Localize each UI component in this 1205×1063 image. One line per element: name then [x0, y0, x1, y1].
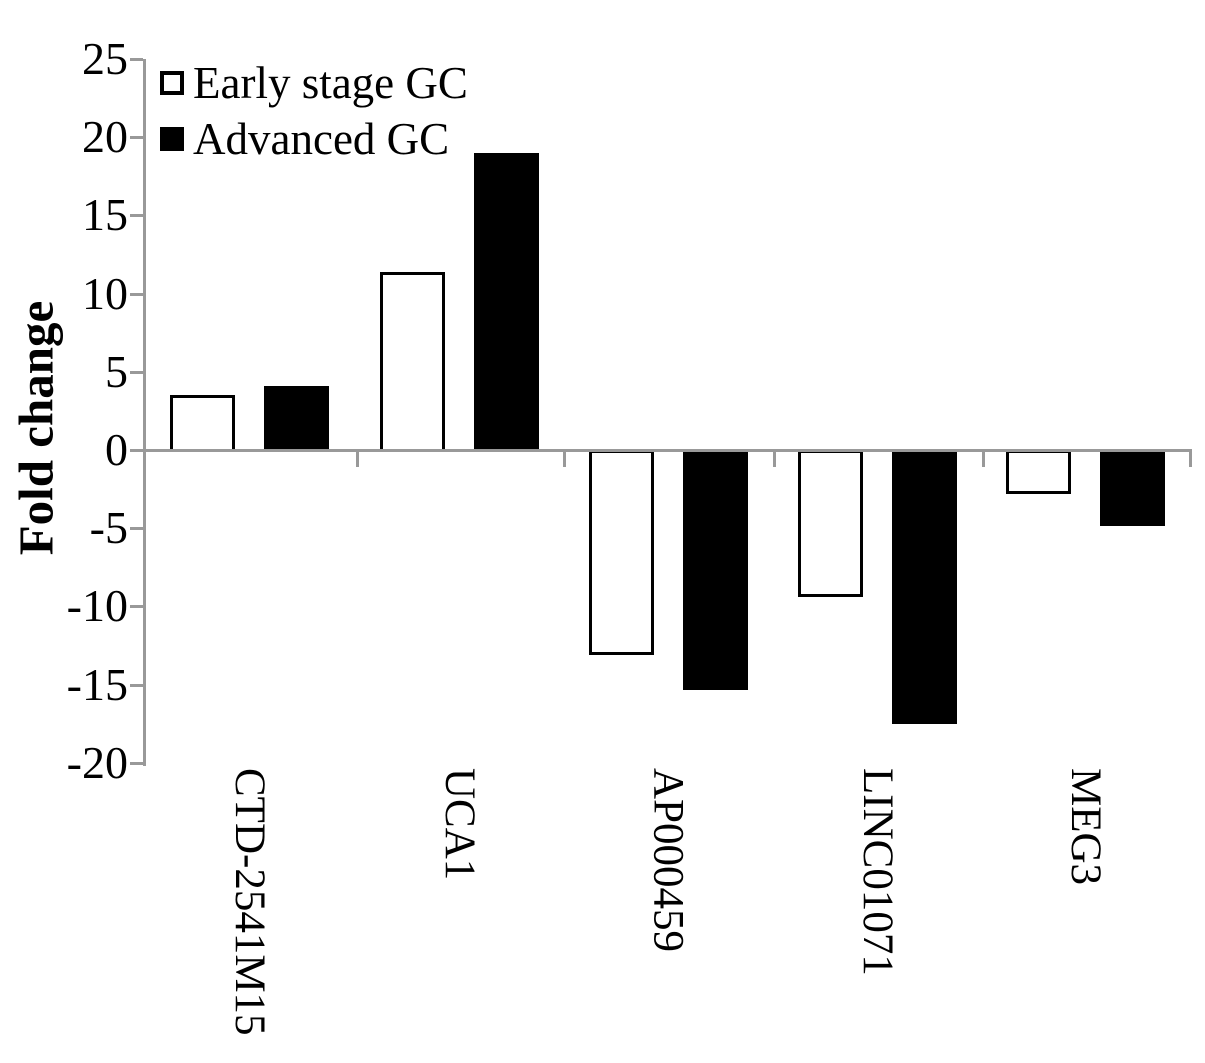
- category-label-meg3: MEG3: [1062, 768, 1110, 886]
- legend-item-advanced-gc: Advanced GC: [160, 114, 468, 164]
- y-tick-25: [130, 58, 143, 61]
- legend-item-early-stage-gc: Early stage GC: [160, 58, 468, 108]
- bar-advanced-gc-uca1: [474, 152, 539, 452]
- y-tick-15: [130, 214, 143, 218]
- y-tick--10: [130, 605, 143, 609]
- bar-advanced-gc-ap000459: [682, 450, 748, 690]
- y-tick-label--5: -5: [89, 502, 128, 554]
- bar-advanced-gc-ctd-2541m15: [264, 385, 329, 452]
- y-tick-label--10: -10: [66, 580, 128, 632]
- bar-early-stage-gc-ctd-2541m15: [170, 395, 235, 452]
- x-axis-end-tick: [1189, 451, 1192, 467]
- y-tick-label--20: -20: [66, 736, 128, 788]
- y-tick-5: [130, 370, 143, 374]
- y-tick-label-25: 25: [82, 33, 128, 84]
- legend: Early stage GC Advanced GC: [160, 58, 468, 164]
- y-tick--15: [130, 683, 143, 687]
- category-label-uca1: UCA1: [436, 768, 484, 881]
- y-axis-line: [143, 59, 146, 766]
- y-tick-label--15: -15: [66, 658, 128, 710]
- legend-label-early: Early stage GC: [193, 57, 468, 108]
- y-tick-label-5: 5: [105, 345, 128, 397]
- legend-swatch-early-open-square: [160, 71, 184, 95]
- bar-early-stage-gc-linc01071: [798, 450, 863, 598]
- bar-early-stage-gc-ap000459: [588, 450, 654, 656]
- category-label-ap000459: AP000459: [644, 768, 692, 952]
- y-tick-label-0: 0: [105, 424, 128, 475]
- y-tick--5: [130, 527, 143, 531]
- category-label-ctd-2541m15: CTD-2541M15: [226, 768, 274, 1036]
- x-tick: [563, 451, 566, 467]
- bar-advanced-gc-linc01071: [892, 450, 957, 725]
- bar-early-stage-gc-uca1: [380, 271, 445, 452]
- category-label-linc01071: LINC01071: [854, 768, 902, 976]
- y-tick-label-10: 10: [82, 267, 128, 319]
- y-tick-10: [130, 292, 143, 296]
- x-tick: [982, 451, 985, 467]
- y-tick-label-15: 15: [82, 189, 128, 241]
- x-axis-line: [143, 449, 1192, 452]
- y-tick-0: [130, 449, 143, 452]
- x-tick: [356, 451, 359, 467]
- bar-advanced-gc-meg3: [1100, 450, 1165, 526]
- legend-swatch-advanced-filled-square: [160, 127, 184, 151]
- y-tick-label-20: 20: [82, 111, 128, 163]
- y-tick--20: [130, 761, 143, 765]
- y-tick-20: [130, 136, 143, 140]
- bar-early-stage-gc-meg3: [1006, 450, 1071, 495]
- x-tick: [773, 451, 776, 467]
- legend-label-advanced: Advanced GC: [193, 113, 450, 164]
